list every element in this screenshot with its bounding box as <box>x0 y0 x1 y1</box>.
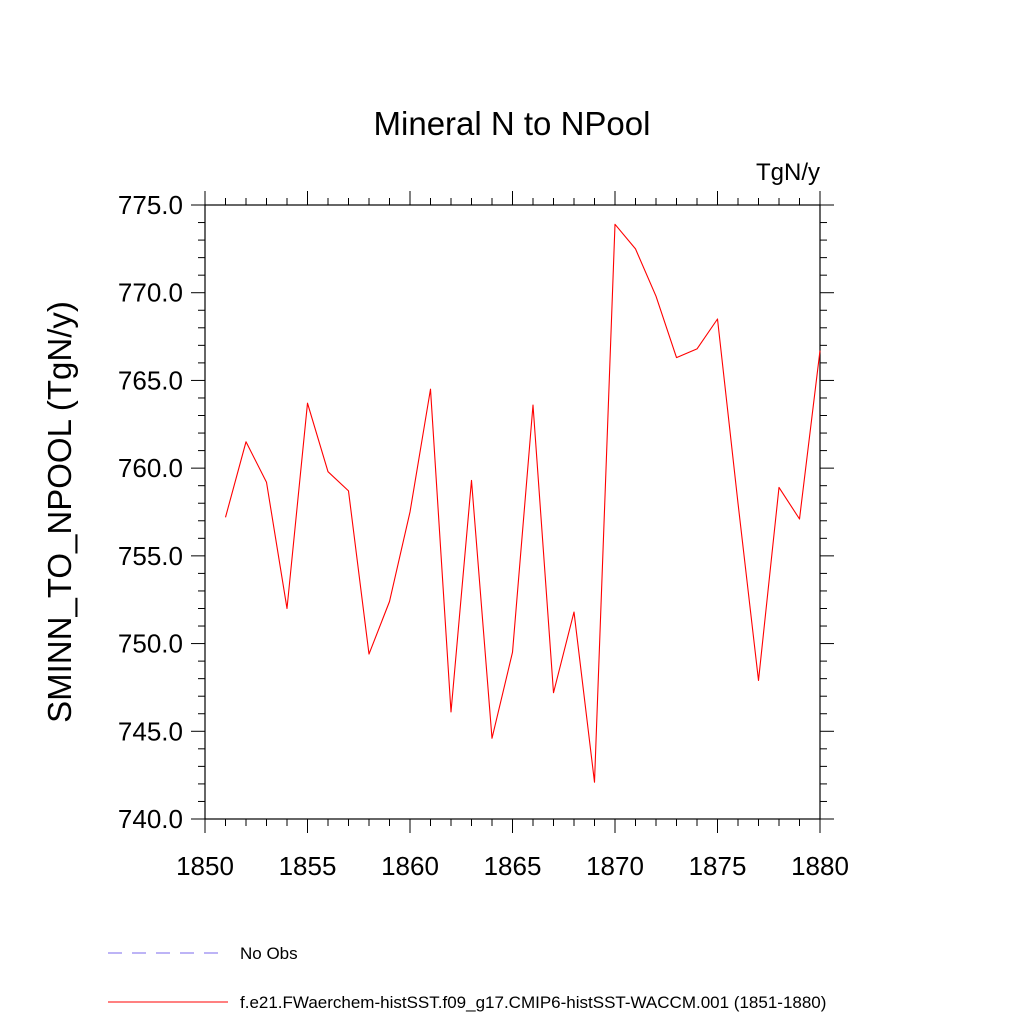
x-tick-label: 1865 <box>484 851 542 881</box>
y-tick-label: 755.0 <box>118 541 183 571</box>
legend-label-no-obs: No Obs <box>240 944 298 963</box>
y-tick-label: 745.0 <box>118 716 183 746</box>
x-tick-label: 1855 <box>279 851 337 881</box>
x-tick-label: 1850 <box>176 851 234 881</box>
series-line <box>224 223 821 783</box>
plot-frame <box>204 204 821 820</box>
axis-ticks <box>191 191 834 833</box>
x-tick-labels: 1850 1855 1860 1865 1870 1875 1880 <box>176 851 849 881</box>
y-tick-label: 765.0 <box>118 365 183 395</box>
units-label: TgN/y <box>756 159 820 186</box>
x-tick-label: 1870 <box>586 851 644 881</box>
y-axis-label: SMINN_TO_NPOOL (TgN/y) <box>41 301 78 723</box>
x-tick-label: 1880 <box>791 851 849 881</box>
series-layer <box>224 223 821 783</box>
y-tick-label: 740.0 <box>118 804 183 834</box>
y-tick-label: 770.0 <box>118 278 183 308</box>
x-tick-label: 1860 <box>381 851 439 881</box>
legend: No Obs f.e21.FWaerchem-histSST.f09_g17.C… <box>108 944 826 1012</box>
y-tick-label: 750.0 <box>118 629 183 659</box>
y-tick-label: 775.0 <box>118 190 183 220</box>
x-tick-label: 1875 <box>689 851 747 881</box>
legend-label-model-run: f.e21.FWaerchem-histSST.f09_g17.CMIP6-hi… <box>240 993 826 1012</box>
chart-title: Mineral N to NPool <box>374 105 651 142</box>
y-tick-labels: 740.0 745.0 750.0 755.0 760.0 765.0 770.0 775.0 <box>118 190 183 834</box>
y-tick-label: 760.0 <box>118 453 183 483</box>
